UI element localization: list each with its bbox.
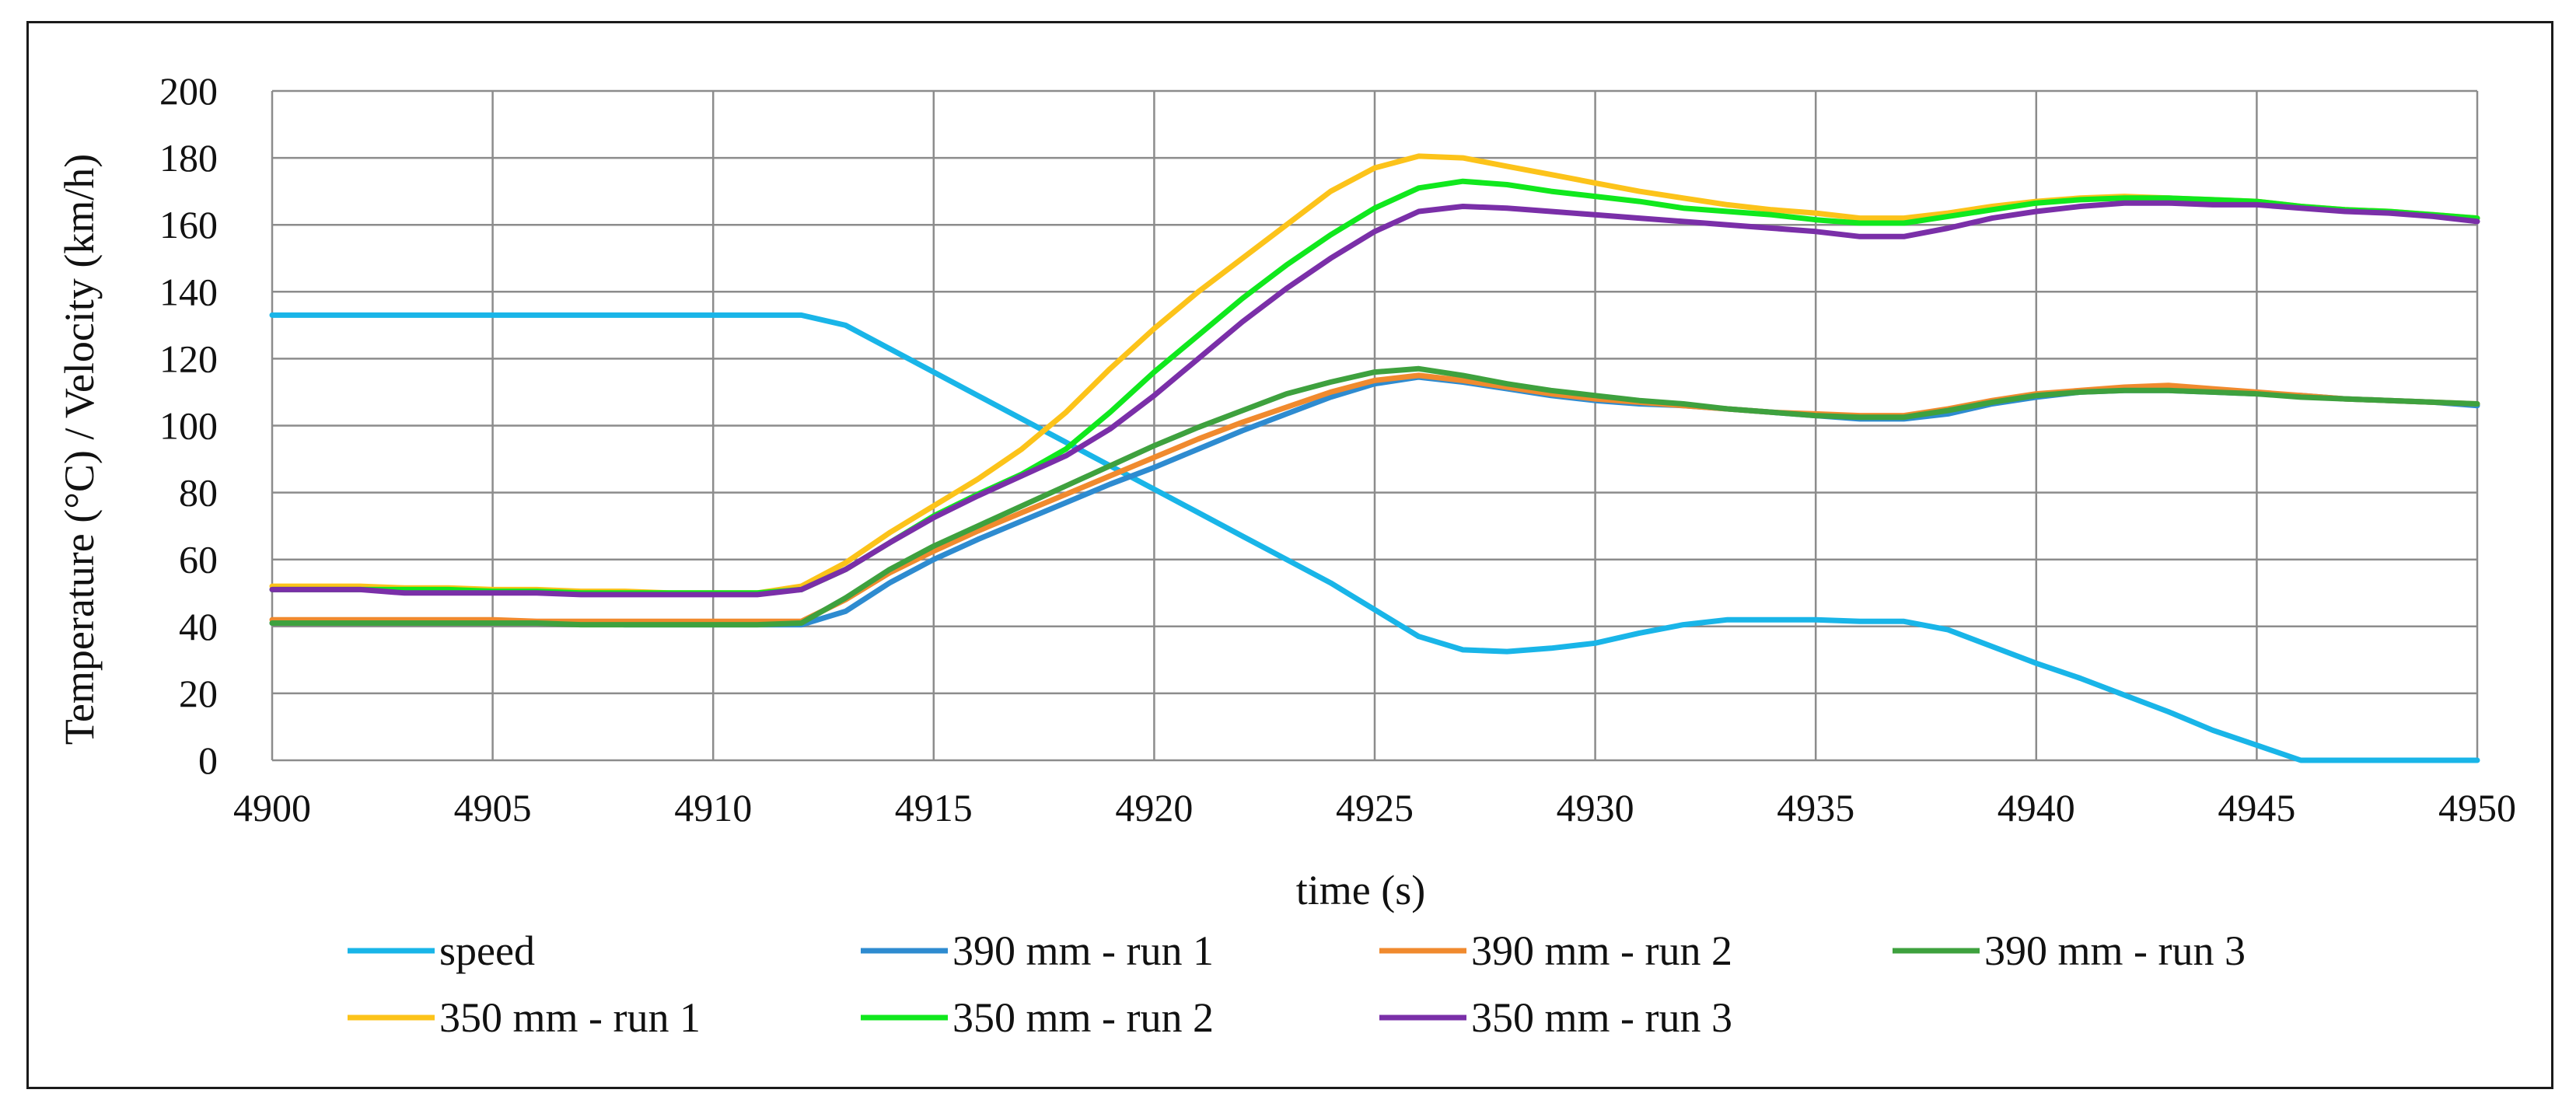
x-tick-label: 4900: [233, 786, 311, 829]
x-tick-label: 4915: [895, 786, 973, 829]
legend-label-390-mm-run-3: 390 mm - run 3: [1984, 927, 2246, 974]
series-line-speed: [269, 312, 2480, 763]
legend: speed 390 mm - run 1 390 mm - run 2 390 mm …: [348, 927, 2246, 1041]
x-tick-label: 4920: [1115, 786, 1193, 829]
y-tick-label: 160: [159, 203, 218, 246]
y-tick-label: 20: [179, 672, 218, 715]
x-tick-label: 4945: [2218, 786, 2295, 829]
y-tick-label: 60: [179, 538, 218, 581]
y-tick-label: 200: [159, 69, 218, 113]
y-axis-label: Temperature (°C) / Velocity (km/h): [56, 154, 103, 746]
legend-label-350-mm-run-2: 350 mm - run 2: [952, 994, 1214, 1041]
x-axis-label: time (s): [1296, 867, 1425, 913]
y-tick-labels: 0 20 40 60 80 100 120 140 160 180 200: [159, 69, 218, 782]
y-tick-label: 100: [159, 404, 218, 448]
x-tick-labels: 4900 4905 4910 4915 4920 4925 4930 4935 4940 4945…: [233, 786, 2516, 829]
legend-label-350-mm-run-3: 350 mm - run 3: [1471, 994, 1732, 1041]
x-tick-label: 4930: [1557, 786, 1634, 829]
series-line-390-mm-run-2: [269, 372, 2480, 624]
y-tick-label: 140: [159, 270, 218, 313]
y-tick-label: 0: [198, 739, 218, 782]
legend-label-speed: speed: [439, 927, 535, 974]
plot-series: [269, 153, 2480, 763]
x-tick-label: 4905: [454, 786, 532, 829]
y-tick-label: 80: [179, 471, 218, 515]
x-tick-label: 4925: [1336, 786, 1414, 829]
x-tick-label: 4935: [1777, 786, 1854, 829]
legend-label-350-mm-run-1: 350 mm - run 1: [439, 994, 701, 1041]
y-tick-label: 120: [159, 337, 218, 380]
x-tick-label: 4910: [674, 786, 752, 829]
series-line-390-mm-run-3: [269, 365, 2480, 628]
y-tick-label: 40: [179, 605, 218, 648]
y-tick-label: 180: [159, 136, 218, 180]
legend-label-390-mm-run-2: 390 mm - run 2: [1471, 927, 1732, 974]
x-tick-label: 4950: [2438, 786, 2516, 829]
grid-lines: [271, 89, 2479, 762]
x-tick-label: 4940: [1998, 786, 2075, 829]
legend-label-390-mm-run-1: 390 mm - run 1: [952, 927, 1214, 974]
series-line-350-mm-run-3: [269, 200, 2480, 598]
